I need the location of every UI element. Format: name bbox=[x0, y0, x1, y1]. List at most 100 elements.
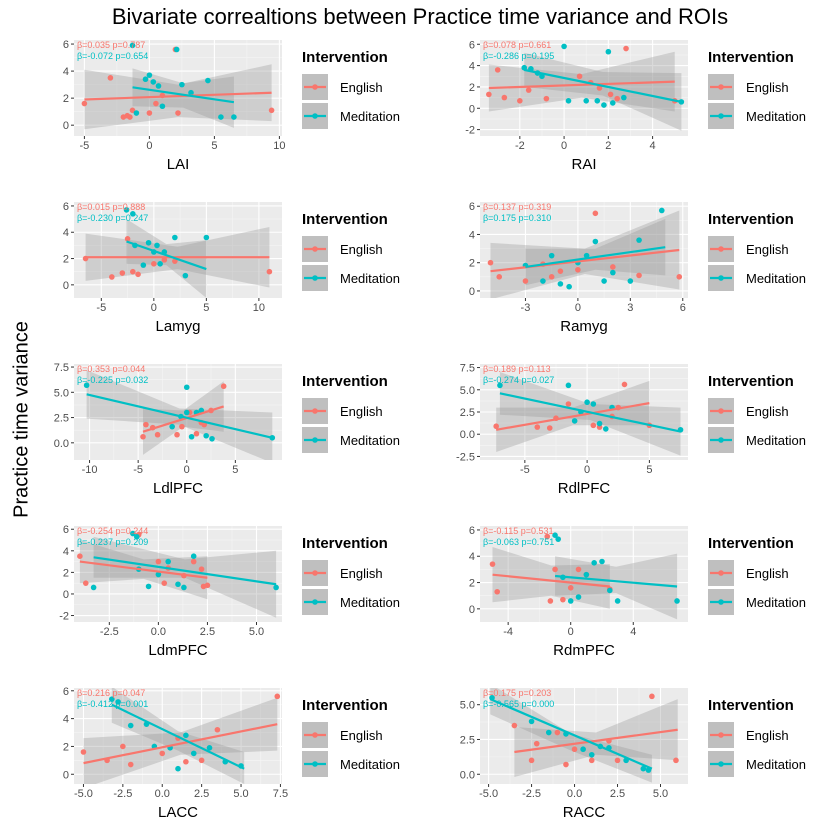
data-point-english bbox=[266, 268, 273, 275]
data-point-meditation bbox=[621, 94, 627, 101]
y-tick-label: 0.0 bbox=[460, 769, 475, 781]
x-tick-label: 2.5 bbox=[194, 788, 209, 800]
panel-racc: -5.0 -2.5 0.0 2.5 5.0 0.0 2.5 5.0 β=0.175 p=0.20… bbox=[460, 688, 806, 821]
data-point-meditation bbox=[640, 765, 647, 772]
plot-area bbox=[82, 207, 273, 298]
x-axis-title: LACC bbox=[158, 804, 198, 821]
data-point-english bbox=[214, 726, 221, 733]
y-tick-label: 6 bbox=[469, 201, 475, 213]
plot-area bbox=[493, 372, 684, 456]
fit-line-meditation bbox=[111, 703, 245, 770]
data-point-english bbox=[179, 423, 185, 430]
panel-ldlpfc: -10 -5 0 5 0.0 2.5 5.0 7.5 β=0.353 p=0.044β=-0.2… bbox=[54, 362, 400, 497]
data-point-meditation bbox=[605, 48, 612, 55]
x-tick-label: 10 bbox=[273, 140, 285, 152]
data-point-meditation bbox=[175, 765, 181, 772]
plot-area bbox=[489, 532, 680, 620]
y-tick-label: 2 bbox=[469, 82, 475, 94]
stat-annotation-english: β=0.035 p=0.787 bbox=[77, 40, 145, 50]
legend-key-meditation bbox=[708, 427, 734, 453]
data-point-meditation bbox=[555, 536, 561, 542]
y-tick-label: -2 bbox=[465, 125, 475, 137]
data-point-meditation bbox=[142, 76, 149, 83]
fit-line-meditation bbox=[132, 86, 235, 104]
x-tick-label: 4 bbox=[630, 626, 636, 638]
data-point-english bbox=[155, 558, 162, 565]
legend-label-english: English bbox=[340, 404, 383, 419]
data-point-meditation bbox=[584, 399, 590, 406]
x-tick-label: -3 bbox=[521, 302, 531, 314]
y-tick-label: 6 bbox=[469, 525, 475, 537]
legend-key-point bbox=[718, 408, 724, 414]
y-tick-label: 2 bbox=[63, 93, 69, 105]
panel-background bbox=[74, 202, 282, 298]
legend-key-meditation bbox=[708, 751, 734, 777]
data-point-english bbox=[575, 266, 581, 273]
data-point-english bbox=[153, 100, 159, 107]
stat-annotation-meditation: β=-0.412 p=0.001 bbox=[77, 699, 148, 709]
y-tick-label: 6 bbox=[469, 39, 475, 51]
data-point-english bbox=[190, 558, 197, 565]
legend-key-meditation bbox=[708, 589, 734, 615]
legend-key-english bbox=[708, 722, 734, 748]
legend-key-english bbox=[302, 236, 328, 262]
y-tick-label: 7.5 bbox=[460, 363, 475, 375]
legend-label-english: English bbox=[746, 566, 789, 581]
data-point-meditation bbox=[154, 242, 160, 249]
data-point-english bbox=[143, 421, 149, 428]
data-point-meditation bbox=[173, 46, 180, 53]
data-point-meditation bbox=[636, 237, 642, 243]
x-axis-title: RdlPFC bbox=[558, 480, 611, 497]
data-point-english bbox=[544, 533, 551, 540]
data-point-meditation bbox=[83, 382, 90, 389]
data-point-meditation bbox=[145, 583, 152, 590]
legend-label-english: English bbox=[340, 728, 383, 743]
y-tick-label: 0 bbox=[469, 103, 475, 115]
x-tick-label: -4 bbox=[503, 626, 513, 638]
data-point-meditation bbox=[528, 718, 535, 725]
legend-key-meditation bbox=[302, 427, 328, 453]
legend-label-english: English bbox=[746, 80, 789, 95]
data-point-english bbox=[534, 424, 541, 430]
data-point-meditation bbox=[169, 423, 175, 430]
y-tick-label: 0 bbox=[63, 280, 69, 292]
data-point-english bbox=[547, 598, 554, 604]
data-point-meditation bbox=[602, 426, 609, 432]
y-tick-label: 2 bbox=[63, 254, 69, 266]
legend-key-meditation bbox=[302, 751, 328, 777]
legend-key-meditation bbox=[302, 103, 328, 129]
fit-line-english bbox=[488, 80, 675, 90]
data-point-meditation bbox=[561, 43, 567, 50]
y-tick-label: -2.5 bbox=[456, 451, 475, 463]
confidence-band-meditation bbox=[490, 688, 652, 783]
data-point-meditation bbox=[596, 420, 603, 427]
data-point-meditation bbox=[179, 81, 185, 88]
data-point-meditation bbox=[90, 584, 97, 591]
legend-key-meditation bbox=[302, 589, 328, 615]
stat-annotation-english: β=0.078 p=0.661 bbox=[483, 40, 551, 50]
data-point-english bbox=[596, 85, 603, 91]
y-tick-label: 6 bbox=[63, 686, 69, 698]
plot-area bbox=[487, 207, 683, 298]
data-point-english bbox=[220, 383, 227, 390]
stat-annotation-english: β=-0.254 p=0.244 bbox=[77, 526, 148, 536]
x-tick-label: -5.0 bbox=[74, 788, 93, 800]
data-point-meditation bbox=[607, 587, 613, 594]
data-point-english bbox=[571, 746, 578, 753]
data-point-english bbox=[146, 110, 153, 116]
panel-background bbox=[480, 688, 688, 784]
y-tick-label: -2 bbox=[59, 611, 69, 623]
data-point-meditation bbox=[601, 102, 607, 108]
data-point-meditation bbox=[552, 532, 558, 539]
data-point-meditation bbox=[150, 79, 157, 85]
x-axis-title: RAI bbox=[571, 156, 596, 173]
data-point-meditation bbox=[159, 103, 166, 110]
fit-line-meditation bbox=[554, 574, 678, 588]
data-point-english bbox=[636, 272, 642, 279]
legend-key-english bbox=[708, 560, 734, 586]
data-point-english bbox=[161, 257, 168, 263]
data-point-english bbox=[80, 749, 87, 755]
y-tick-label: 4 bbox=[63, 227, 69, 239]
y-tick-label: 2 bbox=[469, 578, 475, 590]
